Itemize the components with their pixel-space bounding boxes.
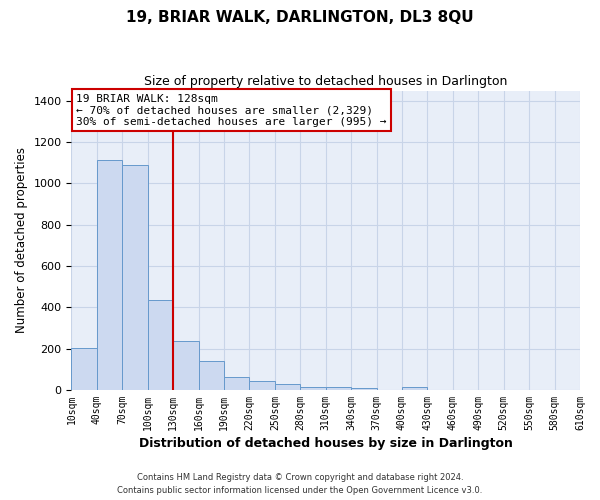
X-axis label: Distribution of detached houses by size in Darlington: Distribution of detached houses by size … — [139, 437, 512, 450]
Bar — [250, 380, 275, 390]
Bar — [351, 388, 377, 390]
Bar — [71, 348, 97, 390]
Y-axis label: Number of detached properties: Number of detached properties — [15, 147, 28, 333]
Bar — [97, 160, 122, 390]
Bar — [148, 300, 173, 390]
Text: 19, BRIAR WALK, DARLINGTON, DL3 8QU: 19, BRIAR WALK, DARLINGTON, DL3 8QU — [126, 10, 474, 25]
Bar — [224, 377, 250, 390]
Bar — [275, 384, 300, 390]
Title: Size of property relative to detached houses in Darlington: Size of property relative to detached ho… — [144, 75, 508, 88]
Bar — [402, 387, 427, 390]
Bar — [300, 387, 326, 390]
Bar — [199, 360, 224, 390]
Text: 19 BRIAR WALK: 128sqm
← 70% of detached houses are smaller (2,329)
30% of semi-d: 19 BRIAR WALK: 128sqm ← 70% of detached … — [76, 94, 387, 126]
Bar — [122, 165, 148, 390]
Text: Contains HM Land Registry data © Crown copyright and database right 2024.
Contai: Contains HM Land Registry data © Crown c… — [118, 474, 482, 495]
Bar — [326, 388, 351, 390]
Bar — [173, 341, 199, 390]
